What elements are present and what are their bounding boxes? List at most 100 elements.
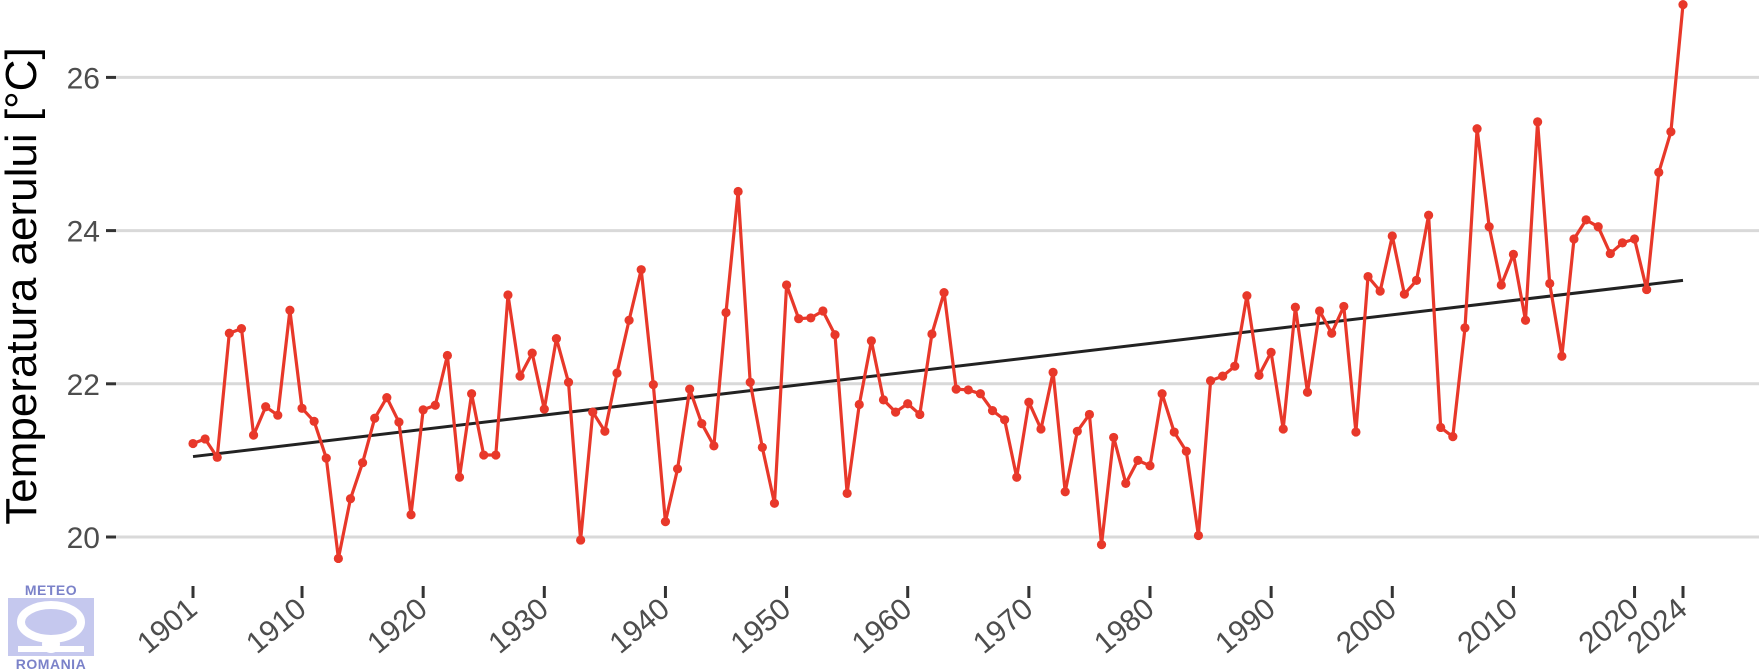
data-point-1987 [1230, 361, 1240, 371]
data-point-1967 [987, 406, 998, 416]
data-point-1974 [1072, 426, 1082, 436]
data-point-1995 [1327, 328, 1337, 338]
x-tick-label-1930: 1930 [482, 592, 554, 660]
data-point-2001 [1399, 289, 1409, 299]
logo-top-text: METEO [25, 582, 77, 598]
data-point-1969 [1012, 472, 1022, 482]
data-point-2024 [1678, 0, 1688, 10]
y-tick-label-22: 22 [67, 369, 100, 402]
data-point-1926 [491, 450, 501, 460]
data-point-1975 [1084, 409, 1095, 420]
data-point-1966 [975, 389, 985, 399]
data-point-1910 [297, 403, 307, 413]
data-point-1925 [479, 450, 489, 460]
data-point-1939 [648, 379, 658, 390]
logo-bottom-text: ROMANIA [16, 656, 86, 670]
data-point-2011 [1520, 315, 1531, 325]
x-tick-label-1940: 1940 [604, 592, 676, 660]
logo-bar [18, 646, 84, 652]
data-point-1982 [1169, 427, 1179, 437]
series-layer [188, 0, 1688, 564]
data-point-1928 [515, 371, 525, 381]
data-point-2023 [1666, 127, 1676, 137]
meteo-romania-logo: METEO ROMANIA [8, 582, 94, 670]
data-point-1947 [745, 377, 755, 387]
data-point-1997 [1351, 427, 1361, 437]
data-point-1961 [915, 409, 925, 420]
y-tick-label-24: 24 [67, 216, 100, 249]
data-point-1942 [685, 384, 695, 394]
data-point-1965 [963, 385, 973, 395]
data-point-1976 [1096, 540, 1107, 550]
data-point-1935 [600, 426, 610, 436]
x-tick-label-1990: 1990 [1209, 592, 1281, 660]
data-point-1971 [1036, 424, 1046, 434]
data-point-1944 [709, 441, 719, 451]
data-point-1917 [382, 392, 392, 403]
data-point-1915 [357, 458, 368, 468]
data-point-1903 [212, 452, 222, 462]
x-tick-label-1980: 1980 [1088, 592, 1160, 660]
temperature-series-line [192, 4, 1685, 561]
data-point-2022 [1654, 167, 1664, 177]
data-point-2012 [1533, 117, 1543, 127]
data-point-1912 [321, 453, 331, 463]
data-point-1918 [394, 417, 404, 427]
data-point-1906 [248, 430, 259, 440]
x-tick-label-2000: 2000 [1330, 592, 1402, 660]
data-point-1934 [588, 407, 598, 417]
data-point-2008 [1484, 222, 1494, 232]
data-point-1972 [1048, 367, 1058, 377]
data-point-1923 [454, 472, 465, 482]
data-point-2003 [1424, 210, 1434, 220]
data-point-2005 [1448, 432, 1458, 442]
data-point-1951 [794, 314, 804, 324]
data-point-1913 [333, 553, 343, 564]
data-point-1962 [927, 329, 937, 339]
data-point-2021 [1642, 284, 1652, 295]
x-axis-ticks: 1901 1910 1920 1930 1940 1950 1960 1970 1980 1990… [131, 586, 1693, 660]
data-point-1924 [467, 389, 477, 399]
data-point-1957 [866, 336, 876, 346]
data-point-1936 [612, 368, 622, 378]
data-point-1963 [939, 288, 949, 298]
x-tick-label-1950: 1950 [725, 592, 797, 660]
data-point-2020 [1629, 234, 1640, 244]
data-point-2019 [1617, 238, 1628, 248]
data-point-2009 [1496, 280, 1506, 290]
data-point-2000 [1387, 231, 1397, 241]
data-point-2014 [1557, 351, 1567, 361]
x-tick-label-1960: 1960 [846, 592, 918, 660]
data-point-2016 [1581, 215, 1591, 225]
y-axis-title: Temperatura aerului [°C] [0, 47, 46, 524]
data-point-1959 [891, 407, 901, 417]
data-point-1940 [660, 517, 671, 527]
y-tick-label-20: 20 [67, 522, 100, 555]
data-point-1922 [442, 350, 452, 361]
data-point-1941 [672, 464, 683, 474]
data-point-1938 [636, 265, 646, 275]
data-point-2015 [1569, 234, 1579, 244]
data-point-1945 [721, 307, 731, 318]
data-point-1964 [951, 384, 961, 394]
data-point-1931 [551, 334, 562, 344]
y-axis-ticks: 20 22 24 26 [67, 62, 116, 555]
data-point-1919 [406, 510, 416, 520]
data-point-1990 [1266, 347, 1276, 357]
data-point-1932 [563, 377, 574, 387]
data-point-2004 [1436, 422, 1446, 433]
data-point-2006 [1460, 323, 1470, 333]
data-point-1993 [1302, 387, 1313, 397]
data-point-1904 [224, 328, 234, 338]
data-point-1998 [1363, 271, 1373, 282]
data-point-1949 [769, 498, 780, 508]
data-point-1901 [188, 438, 198, 449]
x-tick-label-1910: 1910 [240, 592, 312, 660]
data-point-1985 [1205, 376, 1216, 386]
data-point-1999 [1375, 286, 1385, 296]
x-tick-label-1970: 1970 [967, 592, 1039, 660]
data-point-1921 [430, 400, 440, 410]
data-point-1909 [285, 305, 295, 315]
data-point-1980 [1145, 461, 1155, 471]
